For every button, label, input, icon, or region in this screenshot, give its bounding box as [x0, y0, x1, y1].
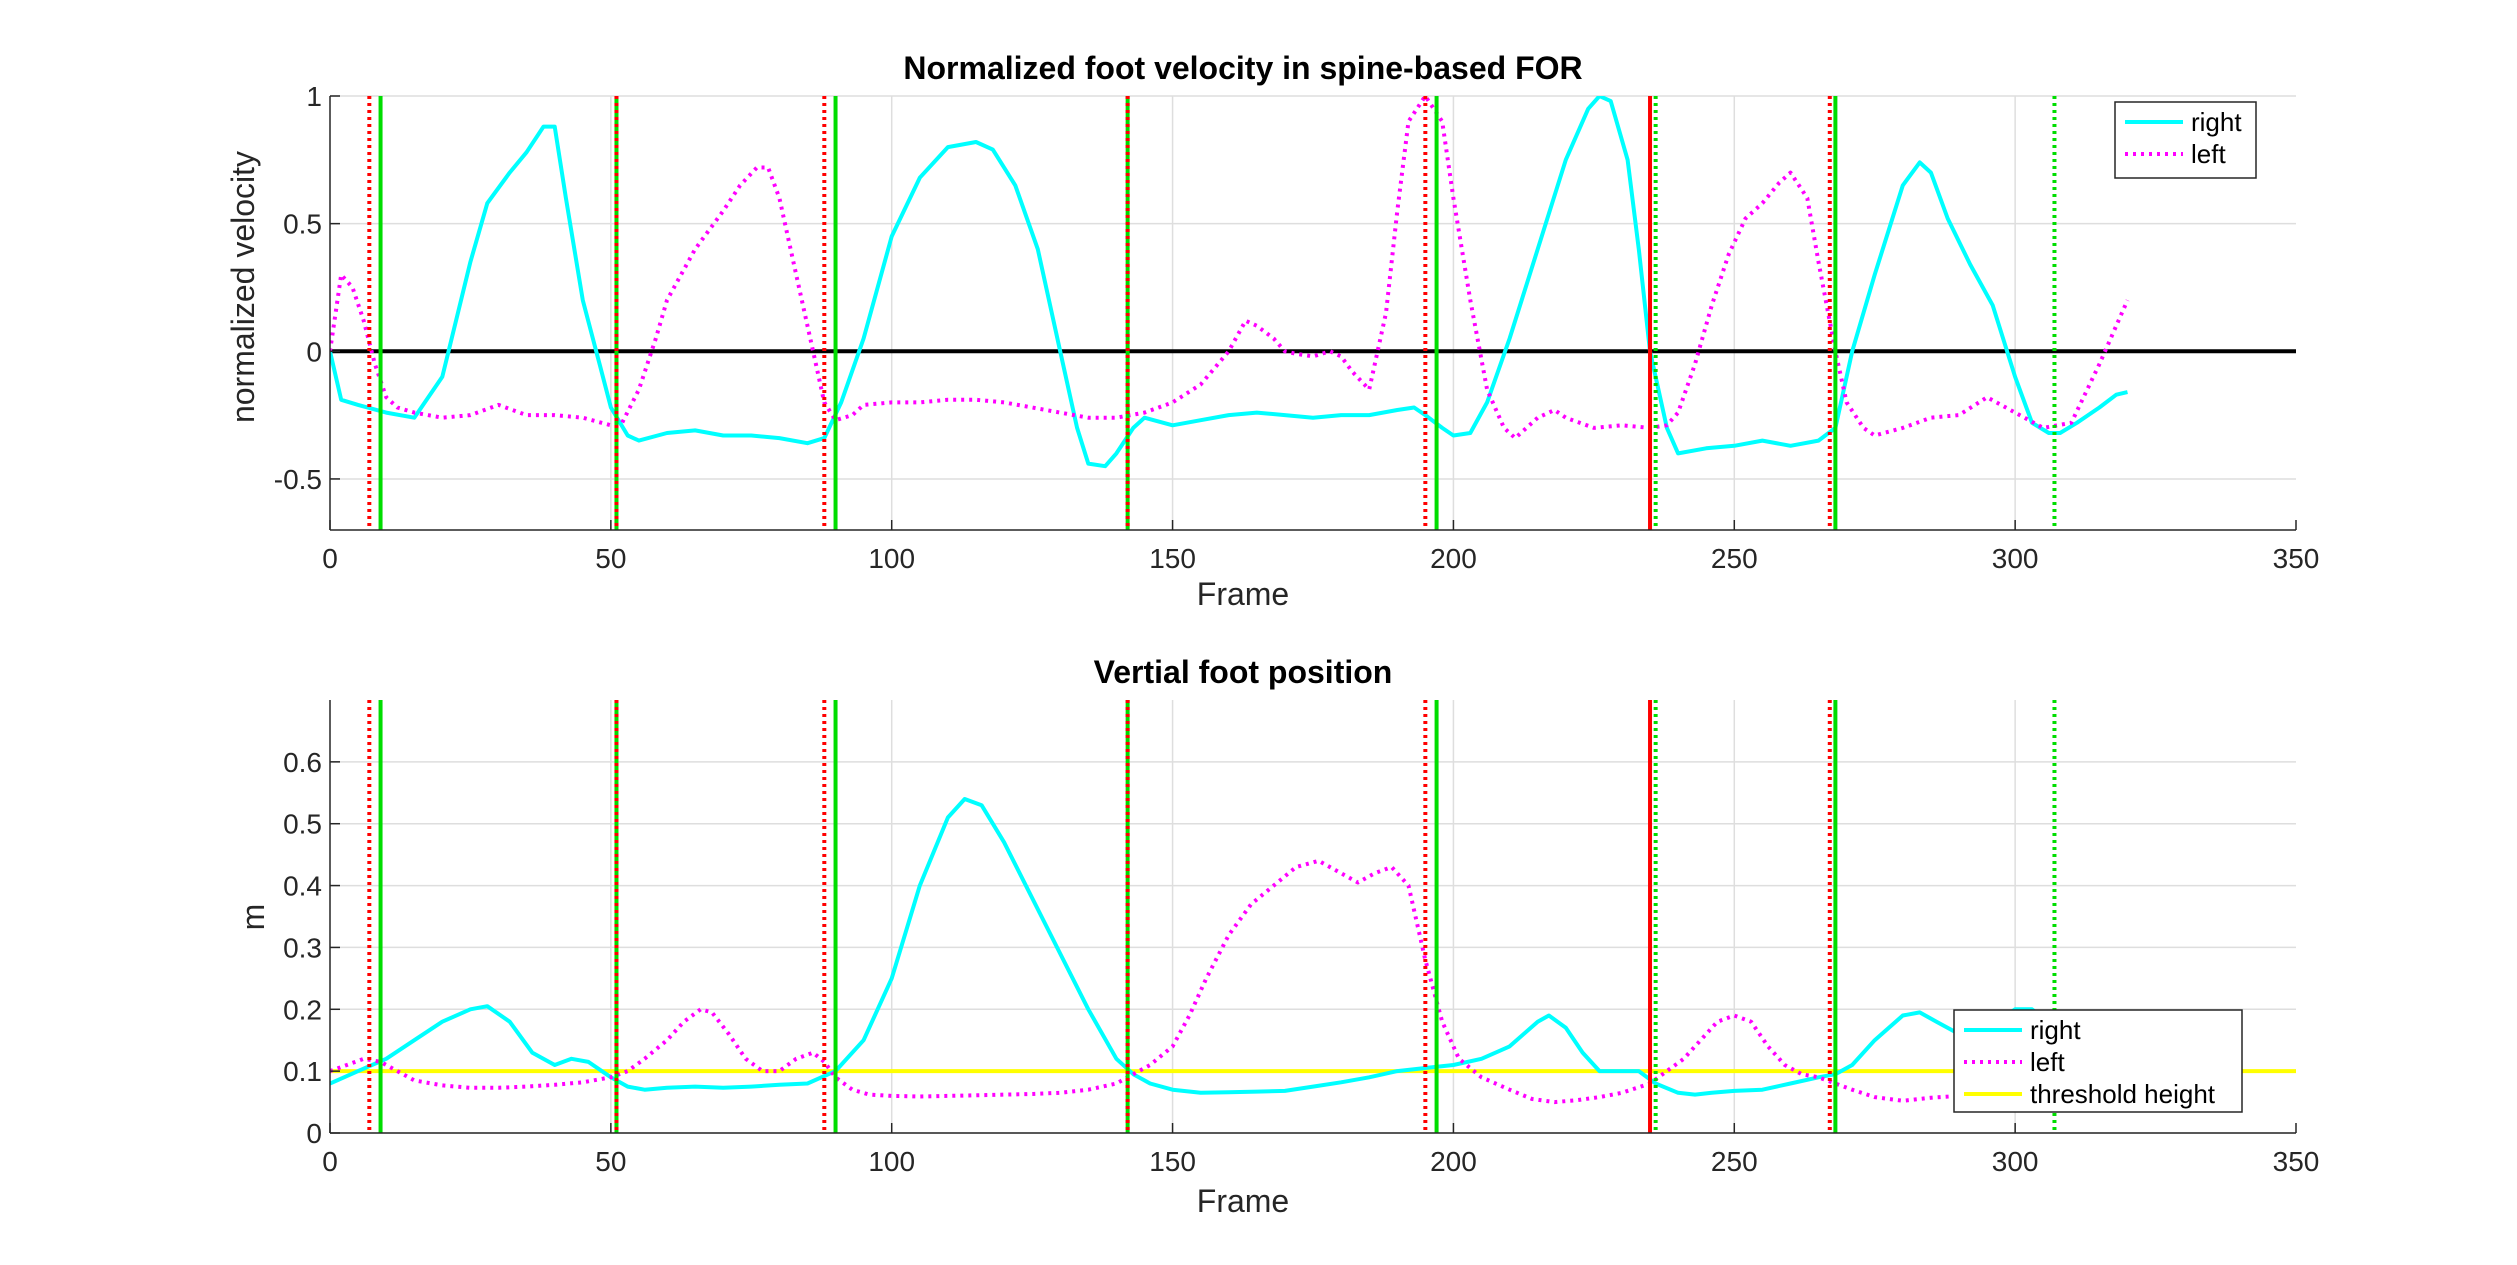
- velocity-legend-label-right: right: [2191, 107, 2242, 137]
- position-y-tick-label-4: 0.4: [283, 871, 322, 902]
- velocity-y-tick-label-0: -0.5: [274, 464, 322, 495]
- position-axes: Vertial foot position Frame m 0 50 100 150 2…: [235, 654, 2319, 1219]
- velocity-x-tick-label-1: 50: [595, 543, 626, 574]
- velocity-y-tick-label-3: 1: [306, 81, 322, 112]
- velocity-x-axis-label: Frame: [1197, 576, 1289, 612]
- position-y-tick-label-3: 0.3: [283, 932, 322, 963]
- velocity-plot-area: [330, 96, 2296, 530]
- position-x-tick-label-2: 100: [868, 1146, 915, 1177]
- velocity-y-axis-label: normalized velocity: [225, 151, 261, 423]
- position-y-tick-label-0: 0: [306, 1118, 322, 1149]
- velocity-series-left: [330, 96, 2130, 441]
- position-x-tick-label-5: 250: [1711, 1146, 1758, 1177]
- velocity-legend: [2114, 101, 2257, 179]
- position-x-axis-label: Frame: [1197, 1183, 1289, 1219]
- position-x-tick-label-4: 200: [1430, 1146, 1477, 1177]
- position-chart-title: Vertial foot position: [1094, 654, 1393, 690]
- position-x-tick-label-7: 350: [2273, 1146, 2320, 1177]
- position-y-axis-label: m: [235, 904, 271, 931]
- velocity-x-tick-label-2: 100: [868, 543, 915, 574]
- position-x-tick-label-1: 50: [595, 1146, 626, 1177]
- position-y-tick-label-2: 0.2: [283, 994, 322, 1025]
- position-legend-label-left: left: [2030, 1047, 2065, 1077]
- position-series-left: [330, 858, 2128, 1105]
- velocity-x-tick-label-5: 250: [1711, 543, 1758, 574]
- position-legend-label-threshold-height: threshold height: [2030, 1079, 2216, 1109]
- velocity-axes: Normalized foot velocity in spine-based …: [225, 50, 2319, 612]
- position-x-tick-label-6: 300: [1992, 1146, 2039, 1177]
- velocity-y-tick-label-2: 0.5: [283, 209, 322, 240]
- velocity-chart-title: Normalized foot velocity in spine-based …: [903, 50, 1582, 86]
- velocity-x-tick-label-7: 350: [2273, 543, 2320, 574]
- position-y-tick-label-6: 0.6: [283, 747, 322, 778]
- position-x-tick-label-3: 150: [1149, 1146, 1196, 1177]
- velocity-legend-label-left: left: [2191, 139, 2226, 169]
- velocity-x-tick-label-0: 0: [322, 543, 338, 574]
- position-x-tick-label-0: 0: [322, 1146, 338, 1177]
- velocity-x-tick-label-6: 300: [1992, 543, 2039, 574]
- position-series-right: [330, 797, 2129, 1097]
- position-y-tick-label-5: 0.5: [283, 809, 322, 840]
- position-y-tick-label-1: 0.1: [283, 1056, 322, 1087]
- position-legend-label-right: right: [2030, 1015, 2081, 1045]
- velocity-x-tick-label-3: 150: [1149, 543, 1196, 574]
- velocity-x-tick-label-4: 200: [1430, 543, 1477, 574]
- velocity-series-right: [330, 96, 2128, 469]
- velocity-y-tick-label-1: 0: [306, 336, 322, 367]
